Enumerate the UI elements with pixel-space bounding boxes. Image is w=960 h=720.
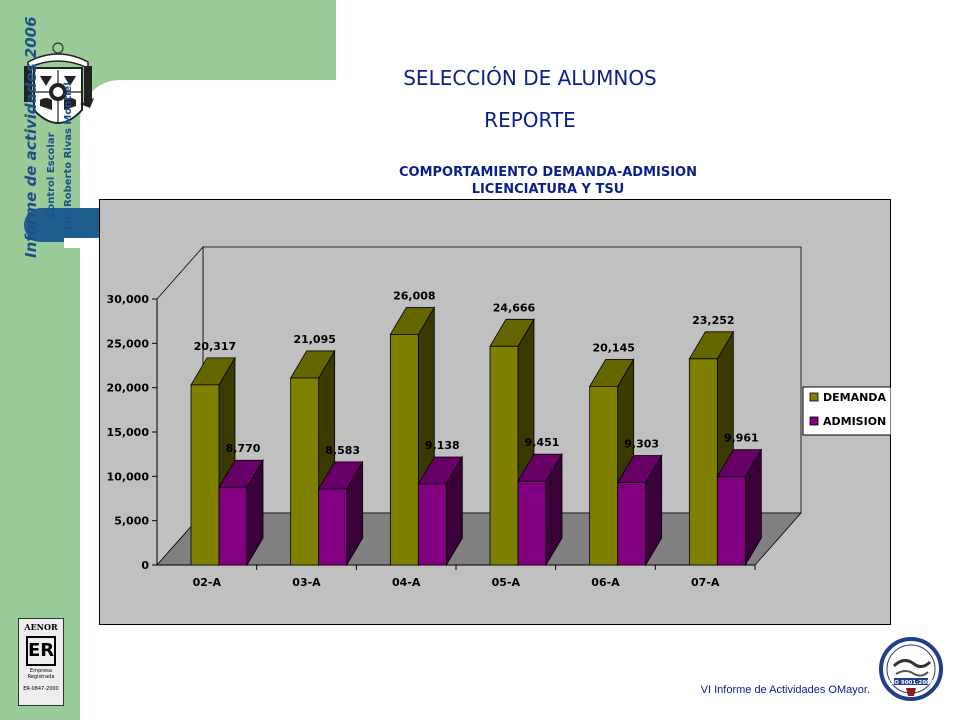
x-tick-label: 03-A <box>292 576 321 589</box>
legend-swatch <box>809 416 819 426</box>
bar-admision <box>317 460 364 567</box>
data-label-demanda: 24,666 <box>493 301 536 314</box>
bar-demanda <box>289 349 336 567</box>
data-label-admision: 8,770 <box>226 442 261 455</box>
legend-label: ADMISION <box>823 415 886 428</box>
aenor-certification-logo: AENOR ER Empresa Registrada ER-0847-2000 <box>18 618 64 706</box>
blue-tab-cut <box>64 238 104 248</box>
y-tick-label: 5,000 <box>114 515 149 528</box>
bar-chart: 0 5,000 10,000 15,000 20,000 25,000 30,000 20,3… <box>99 199 891 625</box>
y-tick-label: 15,000 <box>107 426 150 439</box>
slide-subtitle: REPORTE <box>484 108 576 132</box>
legend-swatch <box>809 392 819 402</box>
iso-certification-logo: ISO 9001:2000 <box>879 637 943 701</box>
aenor-caption-2: Registrada <box>27 674 55 680</box>
data-label-demanda: 20,317 <box>194 340 236 353</box>
side-title: Informe de actividades 2006 <box>22 16 40 258</box>
footer-text: VI Informe de Actividades OMayor. <box>700 684 870 696</box>
aenor-code: ER-0847-2000 <box>23 686 59 692</box>
university-crest-icon <box>24 42 94 124</box>
data-label-demanda: 21,095 <box>293 333 335 346</box>
data-label-demanda: 26,008 <box>393 289 435 302</box>
data-label-admision: 9,451 <box>525 436 560 449</box>
bar-admision <box>716 448 763 567</box>
chart-title-block: COMPORTAMIENTO DEMANDA-ADMISION LICENCIA… <box>300 164 796 198</box>
data-label-demanda: 23,252 <box>692 314 734 327</box>
y-tick-label: 0 <box>141 559 149 572</box>
top-green-band <box>80 0 336 80</box>
chart-title: COMPORTAMIENTO DEMANDA-ADMISION <box>399 165 697 180</box>
x-tick-label: 02-A <box>193 576 222 589</box>
x-tick-label: 05-A <box>492 576 521 589</box>
aenor-brand: AENOR <box>24 622 58 632</box>
y-tick-label: 10,000 <box>107 470 150 483</box>
side-author: Lic. Roberto Rivas Montiel <box>63 82 74 230</box>
aenor-mark: ER <box>26 636 56 666</box>
bar-admision <box>517 452 563 567</box>
data-label-admision: 9,303 <box>624 438 659 451</box>
iso-badge-text: ISO 9001:2000 <box>888 680 934 686</box>
bar-admision <box>417 455 464 567</box>
bar-demanda <box>190 356 236 567</box>
aenor-caption-1: Empresa <box>30 668 52 674</box>
x-tick-label: 06-A <box>591 576 620 589</box>
data-label-admision: 8,583 <box>325 444 360 457</box>
x-tick-label: 07-A <box>691 576 720 589</box>
bar-admision <box>218 458 264 567</box>
y-tick-label: 30,000 <box>107 293 150 306</box>
bar-admision <box>616 454 663 567</box>
y-tick-label: 20,000 <box>107 382 150 395</box>
y-tick-label: 25,000 <box>107 337 150 350</box>
x-tick-label: 04-A <box>392 576 421 589</box>
data-label-admision: 9,138 <box>425 439 460 452</box>
data-label-admision: 9,961 <box>724 432 759 445</box>
chart-subtitle: LICENCIATURA Y TSU <box>471 182 625 197</box>
data-label-demanda: 20,145 <box>592 341 634 354</box>
side-subtitle: Control Escolar <box>46 132 57 218</box>
slide-title: SELECCIÓN DE ALUMNOS <box>403 66 657 90</box>
legend-label: DEMANDA <box>823 391 886 404</box>
